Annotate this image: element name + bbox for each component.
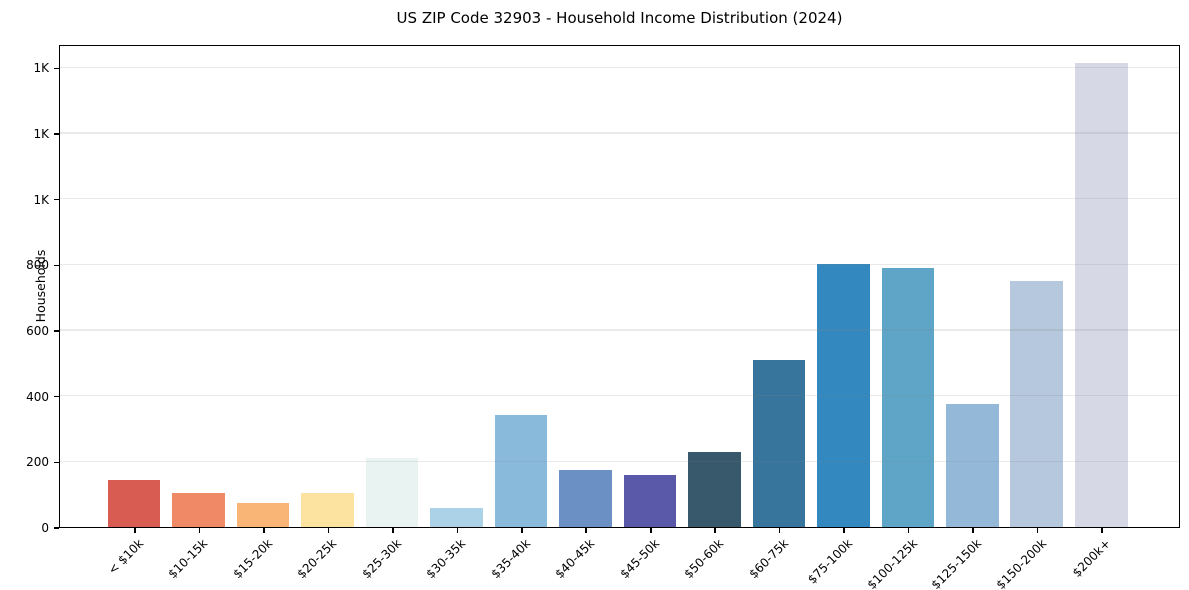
x-tick-mark-10 bbox=[714, 528, 717, 533]
bar-50-60k bbox=[688, 451, 741, 527]
x-tick-mark-8 bbox=[585, 528, 588, 533]
bar-35-40k bbox=[494, 415, 548, 527]
y-tick-label-1000: 1K bbox=[33, 192, 49, 207]
x-tick-mark-9 bbox=[649, 528, 652, 533]
x-tick-label-1: < $10k bbox=[105, 536, 147, 578]
x-tick-mark-4 bbox=[327, 528, 330, 533]
x-tick-label-9: $45-50k bbox=[617, 536, 662, 582]
x-tick-mark-16 bbox=[1101, 528, 1103, 533]
gridline-y-600 bbox=[60, 329, 1179, 331]
x-tick-label-11: $60-75k bbox=[746, 536, 791, 582]
y-tick-label-1400: 1K bbox=[33, 61, 49, 76]
y-tick-mark-400 bbox=[54, 395, 59, 398]
y-tick-mark-800 bbox=[54, 264, 59, 267]
gridline-y-400 bbox=[60, 395, 1179, 397]
bar-15-20k bbox=[236, 502, 290, 527]
x-tick-label-16: $200k+ bbox=[1069, 536, 1114, 580]
x-tick-mark-2 bbox=[198, 528, 201, 533]
y-tick-label-200: 200 bbox=[26, 455, 49, 470]
plot-area bbox=[59, 45, 1180, 528]
gridline-y-200 bbox=[60, 460, 1179, 462]
x-tick-label-7: $35-40k bbox=[488, 536, 534, 582]
bar-10k bbox=[107, 480, 161, 527]
x-tick-mark-5 bbox=[392, 528, 394, 533]
y-tick-label-400: 400 bbox=[26, 389, 49, 404]
bar-25-30k bbox=[365, 457, 419, 527]
x-tick-label-10: $50-60k bbox=[681, 536, 727, 582]
x-tick-label-6: $30-35k bbox=[423, 536, 469, 582]
bar-10-15k bbox=[172, 492, 225, 527]
x-tick-mark-1 bbox=[134, 528, 136, 533]
y-tick-label-800: 800 bbox=[26, 258, 49, 273]
bar-40-45k bbox=[559, 469, 612, 527]
x-tick-label-3: $15-20k bbox=[230, 536, 276, 582]
x-tick-mark-11 bbox=[778, 528, 781, 533]
x-tick-label-12: $75-100k bbox=[805, 536, 856, 587]
x-tick-mark-15 bbox=[1036, 528, 1039, 533]
bar-60-75k bbox=[752, 359, 806, 527]
gridline-y-1200 bbox=[60, 132, 1179, 134]
bar-200k bbox=[1074, 63, 1128, 527]
x-tick-label-2: $10-15k bbox=[165, 536, 211, 582]
x-tick-mark-12 bbox=[843, 528, 845, 533]
x-tick-label-5: $25-30k bbox=[359, 536, 405, 582]
y-tick-mark-0 bbox=[54, 527, 59, 529]
bar-150-200k bbox=[1010, 281, 1064, 527]
y-tick-label-1200: 1K bbox=[33, 126, 49, 141]
y-tick-mark-600 bbox=[54, 330, 59, 332]
x-tick-label-15: $150-200k bbox=[993, 536, 1049, 590]
x-tick-label-8: $40-45k bbox=[552, 536, 598, 582]
x-tick-label-13: $100-125k bbox=[864, 536, 920, 590]
y-tick-mark-1400 bbox=[54, 67, 59, 70]
gridline-y-1400 bbox=[60, 66, 1179, 68]
y-tick-mark-1000 bbox=[54, 198, 59, 201]
gridline-y-1000 bbox=[60, 198, 1179, 200]
x-tick-label-4: $20-25k bbox=[294, 536, 340, 582]
x-tick-mark-7 bbox=[521, 528, 523, 533]
y-tick-mark-1200 bbox=[54, 133, 59, 135]
x-tick-mark-13 bbox=[907, 528, 910, 533]
x-tick-mark-6 bbox=[456, 528, 459, 533]
bar-125-150k bbox=[946, 403, 999, 527]
chart-title: US ZIP Code 32903 - Household Income Dis… bbox=[396, 9, 843, 27]
x-tick-mark-3 bbox=[263, 528, 265, 533]
bar-20-25k bbox=[301, 492, 354, 527]
bar-75-100k bbox=[817, 264, 870, 527]
bar-30-35k bbox=[430, 507, 483, 527]
y-tick-label-600: 600 bbox=[26, 323, 49, 338]
bar-45-50k bbox=[623, 474, 677, 527]
bar-100-125k bbox=[881, 267, 935, 527]
y-tick-label-0: 0 bbox=[41, 521, 49, 535]
x-tick-label-14: $125-150k bbox=[928, 536, 985, 590]
gridline-y-800 bbox=[60, 263, 1179, 265]
y-tick-mark-200 bbox=[54, 461, 59, 464]
x-tick-mark-14 bbox=[972, 528, 974, 533]
